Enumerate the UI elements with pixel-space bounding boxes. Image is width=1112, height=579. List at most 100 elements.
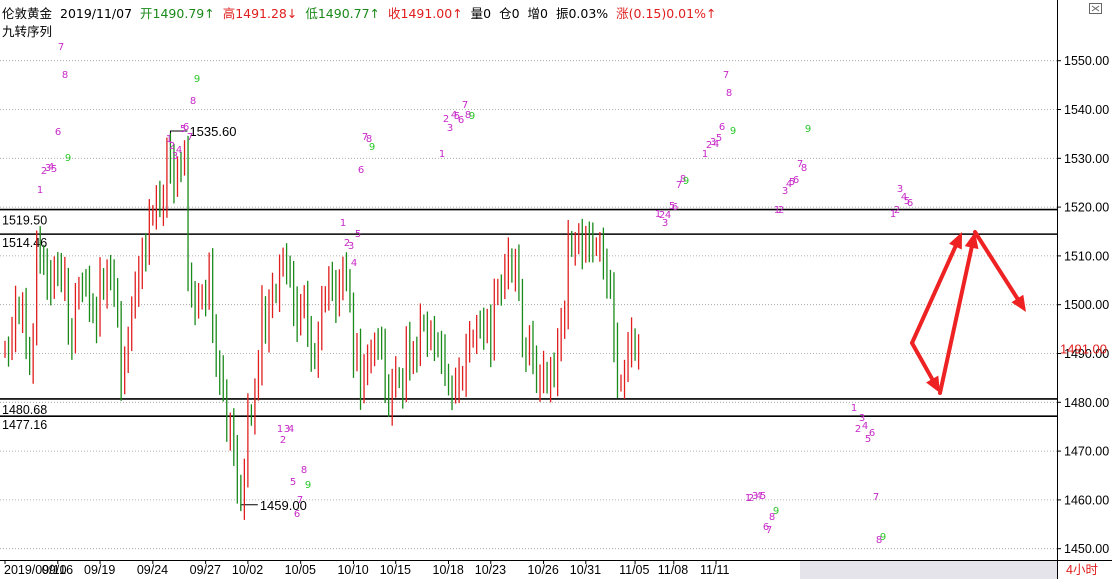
td-count: 8 xyxy=(876,535,882,546)
close-price: 收1491.00↑ xyxy=(388,6,463,21)
td-count: 6 xyxy=(763,522,769,533)
y-tick-label: 1500.00 xyxy=(1064,298,1109,312)
td-count: 5 xyxy=(454,111,460,122)
x-tick-label: 10/26 xyxy=(528,563,559,577)
current-price-label: 1491.00 xyxy=(1060,342,1107,357)
td-count: 9 xyxy=(805,124,811,135)
high-price: 高1491.28↓ xyxy=(222,6,298,21)
y-tick-label: 1480.00 xyxy=(1064,396,1109,410)
x-tick-label: 09/19 xyxy=(84,563,115,577)
td-count: 1 xyxy=(439,149,445,160)
td-count: 1 xyxy=(166,134,172,145)
td-count: 2 xyxy=(443,114,449,125)
td-count: 3 xyxy=(897,184,903,195)
td-count: 4 xyxy=(862,421,868,432)
td-count: 7 xyxy=(723,70,729,81)
x-tick-label: 11/08 xyxy=(658,563,688,577)
open-price: 开1490.79↑ xyxy=(140,6,215,21)
x-tick-label: 09/24 xyxy=(137,563,168,577)
td-count: 6 xyxy=(458,115,464,126)
increase: 增0 xyxy=(527,6,548,21)
td-count: 2 xyxy=(894,205,900,216)
td-count: 8 xyxy=(465,110,471,121)
x-tick-label: 10/02 xyxy=(232,563,263,577)
td-count: 1 xyxy=(702,149,708,160)
td-count: 5 xyxy=(789,177,795,188)
td-count: 9 xyxy=(683,176,689,187)
x-tick-label: 10/15 xyxy=(380,563,411,577)
td-count: 2 xyxy=(280,435,286,446)
price-level-label: 1514.46 xyxy=(2,236,47,250)
td-count: 9 xyxy=(305,480,311,491)
x-tick-label: 11/11 xyxy=(700,563,729,577)
x-tick-label: 11/05 xyxy=(619,563,649,577)
projection-arrow xyxy=(910,244,958,345)
td-count: 6 xyxy=(907,198,913,209)
indicator-label: 九转序列 xyxy=(2,24,53,39)
td-count: 3 xyxy=(284,424,290,435)
td-count: 4 xyxy=(351,258,357,269)
td-count: 9 xyxy=(369,142,375,153)
td-count: 1 xyxy=(890,209,896,220)
td-count: 2 xyxy=(169,141,175,152)
td-count: 8 xyxy=(301,465,307,476)
projection-arrow xyxy=(938,245,974,395)
arrow-head xyxy=(964,232,979,250)
td-count: 6 xyxy=(358,165,364,176)
td-count: 5 xyxy=(669,201,675,212)
td-count: 8 xyxy=(726,88,732,99)
extreme-label: 1535.60 xyxy=(189,124,236,139)
td-count: 5 xyxy=(716,133,722,144)
header-date: 2019/11/07 xyxy=(60,6,133,21)
td-count: 6 xyxy=(869,428,875,439)
td-count: 2 xyxy=(748,493,754,504)
td-count: 6 xyxy=(183,122,189,133)
td-count: 1 xyxy=(340,218,346,229)
volume: 量0 xyxy=(470,6,492,21)
td-count: 3 xyxy=(752,491,758,502)
td-count: 5 xyxy=(355,229,361,240)
price-level-label: 1519.50 xyxy=(2,214,47,228)
td-count: 8 xyxy=(769,512,775,523)
td-count: 7 xyxy=(362,132,368,143)
open-interest: 仓0 xyxy=(499,6,520,21)
td-count: 3 xyxy=(447,123,453,134)
y-tick-label: 1520.00 xyxy=(1064,201,1109,215)
y-tick-label: 1470.00 xyxy=(1064,445,1109,459)
td-count: 4 xyxy=(901,192,907,203)
td-count: 9 xyxy=(469,111,475,122)
td-count: 9 xyxy=(880,532,886,543)
x-axis-highlight xyxy=(800,561,1057,579)
td-count: 3 xyxy=(45,163,51,174)
y-tick-label: 1530.00 xyxy=(1064,152,1109,166)
td-count: 9 xyxy=(773,506,779,517)
td-count: 5 xyxy=(865,434,871,445)
td-count: 5 xyxy=(290,477,296,488)
td-count: 1 xyxy=(774,205,780,216)
td-count: 8 xyxy=(801,163,807,174)
td-count: 9 xyxy=(730,126,736,137)
td-count: 4 xyxy=(665,210,671,221)
td-count: 9 xyxy=(194,74,200,85)
chart-header: 伦敦黄金 2019/11/07 开1490.79↑ 高1491.28↓ 低149… xyxy=(2,3,720,22)
td-count: 7 xyxy=(187,132,193,143)
td-count: 9 xyxy=(65,153,71,164)
td-count: 7 xyxy=(462,100,468,111)
td-count: 1 xyxy=(37,185,43,196)
chart-settings-icon[interactable] xyxy=(1089,3,1102,14)
td-count: 3 xyxy=(782,186,788,197)
low-price: 低1490.77↑ xyxy=(305,6,381,21)
td-count: 5 xyxy=(904,196,910,207)
td-count: 8 xyxy=(366,134,372,145)
td-count: 4 xyxy=(176,145,182,156)
y-tick-label: 1490.00 xyxy=(1064,347,1109,361)
td-count: 1 xyxy=(745,493,751,504)
x-tick-label: 2019/09/10 xyxy=(4,563,67,577)
td-count: 4 xyxy=(451,110,457,121)
td-count: 7 xyxy=(873,492,879,503)
projection-arrow xyxy=(973,230,1020,301)
td-count: 7 xyxy=(766,525,772,536)
td-count: 8 xyxy=(190,96,196,107)
td-count: 5 xyxy=(760,491,766,502)
